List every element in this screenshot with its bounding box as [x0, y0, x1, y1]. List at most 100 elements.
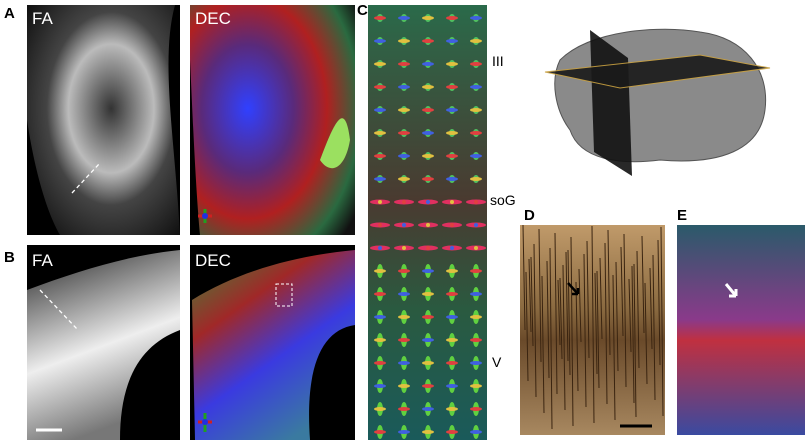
glyph — [474, 200, 478, 204]
glyph — [474, 223, 478, 227]
glyph — [398, 430, 410, 434]
glyph — [398, 315, 410, 319]
glyph — [450, 223, 454, 227]
glyph — [378, 223, 382, 227]
glyph — [398, 269, 410, 273]
glyph — [446, 292, 458, 296]
image-label: DEC — [195, 251, 231, 270]
glyph — [402, 200, 406, 204]
glyph — [470, 315, 482, 319]
glyph — [374, 384, 386, 388]
glyph — [470, 177, 482, 181]
glyph — [422, 338, 434, 342]
glyph — [446, 177, 458, 181]
panel-letter: D — [524, 207, 535, 224]
glyph — [470, 131, 482, 135]
glyph — [422, 177, 434, 181]
glyph — [398, 361, 410, 365]
layer-label: III — [492, 53, 504, 69]
dec-tissue — [190, 5, 355, 235]
glyph — [398, 16, 410, 20]
image-label: FA — [32, 251, 53, 270]
glyph — [422, 430, 434, 434]
glyph — [374, 131, 386, 135]
glyph — [422, 16, 434, 20]
panel-letter: C — [357, 2, 368, 19]
glyph — [398, 177, 410, 181]
glyph — [426, 200, 430, 204]
glyph — [398, 108, 410, 112]
glyph — [422, 292, 434, 296]
glyph — [374, 407, 386, 411]
glyph — [374, 16, 386, 20]
glyph — [378, 200, 382, 204]
glyph — [422, 269, 434, 273]
glyph — [398, 384, 410, 388]
glyph — [470, 85, 482, 89]
glyph — [470, 108, 482, 112]
glyph — [446, 269, 458, 273]
confocal-image — [677, 225, 805, 435]
glyph — [398, 39, 410, 43]
glyph — [422, 108, 434, 112]
glyph-field — [368, 5, 487, 440]
fa-tissue — [27, 5, 180, 235]
panel-letter: A — [4, 5, 15, 22]
glyph — [470, 384, 482, 388]
glyph — [374, 177, 386, 181]
glyph — [398, 407, 410, 411]
glyph — [450, 200, 454, 204]
glyph — [446, 85, 458, 89]
image-label: DEC — [195, 9, 231, 28]
glyph — [402, 246, 406, 250]
glyph — [374, 39, 386, 43]
glyph — [474, 246, 478, 250]
glyph — [398, 85, 410, 89]
glyph — [422, 131, 434, 135]
glyph — [398, 292, 410, 296]
glyph — [422, 407, 434, 411]
glyph — [470, 16, 482, 20]
panel-letter: E — [677, 207, 687, 224]
glyph — [398, 338, 410, 342]
glyph — [470, 39, 482, 43]
glyph — [446, 315, 458, 319]
glyph — [446, 62, 458, 66]
glyph — [446, 338, 458, 342]
glyph — [374, 292, 386, 296]
brain-render — [545, 29, 770, 176]
figure: A FA DEC B FA DEC C III soG V D E — [0, 0, 809, 445]
glyph — [374, 85, 386, 89]
glyph — [374, 62, 386, 66]
glyph — [378, 246, 382, 250]
glyph — [422, 39, 434, 43]
glyph — [402, 223, 406, 227]
glyph — [470, 361, 482, 365]
glyph — [470, 407, 482, 411]
glyph — [398, 154, 410, 158]
glyph — [446, 16, 458, 20]
glyph — [470, 338, 482, 342]
glyph — [470, 292, 482, 296]
glyph — [374, 269, 386, 273]
glyph — [374, 361, 386, 365]
layer-label: V — [492, 354, 502, 370]
glyph — [470, 269, 482, 273]
glyph — [422, 154, 434, 158]
glyph — [446, 39, 458, 43]
glyph — [374, 154, 386, 158]
glyph — [422, 361, 434, 365]
glyph — [426, 223, 430, 227]
glyph — [470, 430, 482, 434]
glyph — [446, 361, 458, 365]
glyph — [470, 154, 482, 158]
glyph — [446, 407, 458, 411]
glyph — [374, 338, 386, 342]
glyph — [450, 246, 454, 250]
glyph — [422, 384, 434, 388]
glyph — [446, 384, 458, 388]
panel-letter: B — [4, 249, 15, 266]
glyph — [446, 131, 458, 135]
glyph — [470, 62, 482, 66]
glyph — [422, 315, 434, 319]
